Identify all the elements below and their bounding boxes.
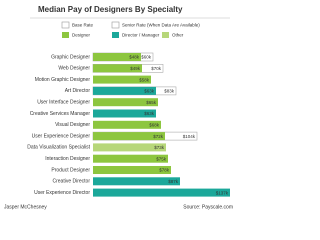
value-label: $65k <box>146 100 157 105</box>
legend-label: Director / Manager <box>122 33 160 38</box>
value-label: $75k <box>156 156 167 161</box>
bar <box>93 132 165 141</box>
value-label: $73k <box>154 145 165 150</box>
author: Jasper McChesney <box>4 204 47 210</box>
category-label: Art Director <box>65 88 91 94</box>
value-label: $70k <box>151 66 162 71</box>
chart-title: Median Pay of Designers By Specialty <box>38 5 183 14</box>
bar <box>93 109 156 118</box>
value-label: $137k <box>216 190 229 195</box>
bar <box>93 154 168 163</box>
chart: Median Pay of Designers By Specialty Jas… <box>4 5 233 210</box>
value-label: $63k <box>144 89 155 94</box>
bar <box>93 64 142 73</box>
value-label: $68k <box>149 122 160 127</box>
value-label: $63k <box>144 111 155 116</box>
category-label: Motion Graphic Designer <box>35 77 91 83</box>
value-label: $48k <box>129 55 140 60</box>
value-label: $87k <box>168 179 179 184</box>
value-label: $72k <box>153 134 164 139</box>
legend-label: Base Rate <box>72 23 94 28</box>
value-label: $104k <box>183 134 196 139</box>
category-label: Product Designer <box>51 167 90 173</box>
bar <box>93 188 230 197</box>
legend-swatch <box>62 32 69 38</box>
legend-label: Other <box>172 33 184 38</box>
value-label: $60k <box>141 55 152 60</box>
category-label: User Experience Director <box>34 190 90 196</box>
bar <box>93 143 166 152</box>
category-label: Interaction Designer <box>45 156 90 162</box>
bar <box>93 75 151 84</box>
category-label: Creative Director <box>52 179 90 185</box>
value-label: $83k <box>164 89 175 94</box>
value-label: $49k <box>130 66 141 71</box>
bar <box>93 86 156 95</box>
category-label: Graphic Designer <box>51 54 90 60</box>
bar <box>93 177 180 186</box>
category-label: Visual Designer <box>55 122 90 128</box>
bar <box>93 120 161 129</box>
legend-swatch <box>112 32 119 38</box>
legend-swatch <box>61 21 70 29</box>
category-label: Web Designer <box>58 66 90 72</box>
source: Source: Payscale.com <box>183 204 233 210</box>
category-label: Data Visualization Specialist <box>27 145 90 151</box>
bar <box>93 98 158 107</box>
legend-label: Designer <box>72 33 91 38</box>
legend-label: Senior Rate (When Data Are Available) <box>122 23 200 28</box>
legend-swatch <box>111 21 120 29</box>
category-label: User Interface Designer <box>37 100 90 106</box>
bar <box>93 166 171 174</box>
value-label: $78k <box>159 168 170 173</box>
bar <box>93 53 141 61</box>
category-label: User Experience Designer <box>32 133 91 139</box>
legend-swatch <box>162 32 169 38</box>
value-label: $58k <box>139 77 150 82</box>
category-label: Creative Services Manager <box>30 111 91 117</box>
